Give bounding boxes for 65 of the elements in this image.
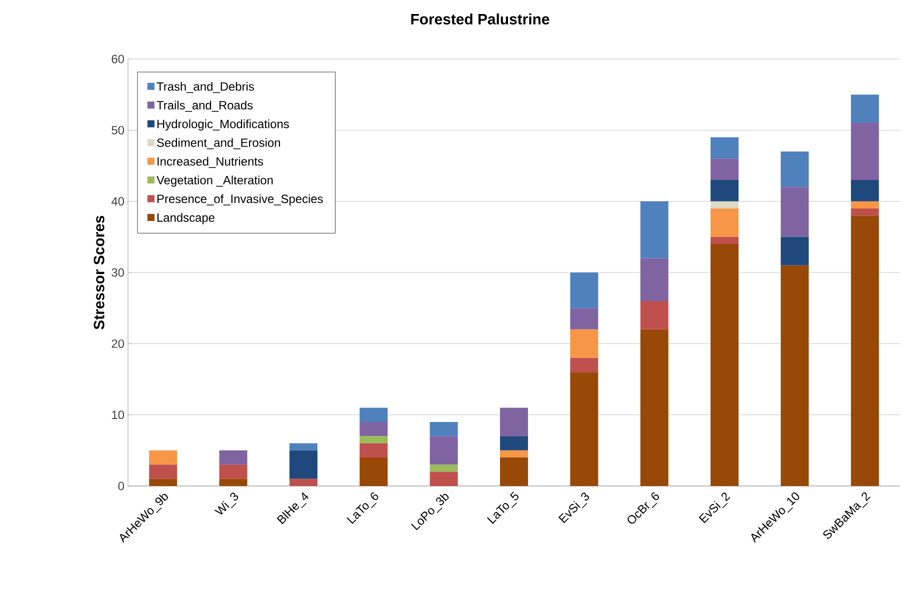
- bar: [570, 358, 598, 372]
- legend-label: Trash_and_Debris: [156, 82, 254, 94]
- legend-label: Increased_Nutrients: [158, 156, 264, 168]
- bar: [570, 272, 598, 308]
- bar: [640, 258, 668, 301]
- bar: [570, 372, 598, 486]
- bar: [710, 244, 739, 486]
- bar: [780, 187, 809, 237]
- y-tick-label: 50: [112, 126, 124, 134]
- bar: [219, 464, 248, 479]
- bar: [640, 300, 668, 330]
- bar: [710, 180, 739, 202]
- bar: [710, 137, 739, 159]
- bar: [780, 265, 809, 486]
- bar: [360, 458, 388, 486]
- chart-title: Forested Palustrine: [411, 14, 550, 24]
- legend-label: Hydrologic_Modifications: [157, 119, 289, 131]
- bar: [430, 436, 458, 465]
- y-tick-label: 20: [112, 339, 124, 348]
- y-tick-label: 10: [112, 410, 124, 420]
- bar: [500, 436, 528, 450]
- bar: [850, 123, 879, 180]
- legend-label: Trails_and_Roads: [156, 100, 253, 112]
- y-tick-label: 40: [111, 197, 124, 206]
- bar: [430, 422, 458, 436]
- bar: [500, 450, 528, 458]
- bar: [149, 478, 178, 486]
- bar: [219, 478, 248, 486]
- bar: [850, 216, 879, 486]
- bar: [710, 158, 739, 180]
- bar: [780, 236, 809, 266]
- bar: [360, 408, 388, 422]
- bar: [500, 458, 528, 486]
- bar: [149, 450, 178, 465]
- bar: [360, 422, 388, 436]
- bar: [640, 201, 668, 258]
- bar: [289, 443, 318, 450]
- legend-label: Sediment_and_Erosion: [157, 138, 280, 150]
- bar: [780, 152, 809, 188]
- bar: [710, 236, 739, 244]
- legend-label: Presence_of_Invasive_Species: [157, 194, 323, 206]
- bar: [570, 329, 598, 358]
- bar: [219, 450, 248, 465]
- bar: [149, 464, 178, 479]
- y-tick-label: 0: [118, 482, 124, 490]
- bar: [850, 201, 879, 208]
- bar: [430, 464, 458, 472]
- bar: [570, 308, 598, 330]
- bar: [289, 450, 318, 479]
- bar: [289, 478, 318, 486]
- y-tick-label: 60: [112, 54, 124, 64]
- bar: [640, 329, 668, 486]
- y-tick-label: 30: [112, 268, 124, 277]
- bar: [850, 94, 879, 124]
- bar: [710, 208, 739, 237]
- bar: [850, 208, 879, 216]
- bar: [360, 436, 388, 444]
- bar: [850, 180, 879, 202]
- y-axis-title: Stressor Scores: [94, 216, 104, 330]
- legend-label: Landscape: [157, 213, 214, 224]
- bar: [430, 472, 458, 486]
- bar: [500, 408, 528, 436]
- bar: [710, 201, 739, 208]
- bar: [360, 443, 388, 458]
- legend-label: Vegetation _Alteration: [156, 176, 273, 187]
